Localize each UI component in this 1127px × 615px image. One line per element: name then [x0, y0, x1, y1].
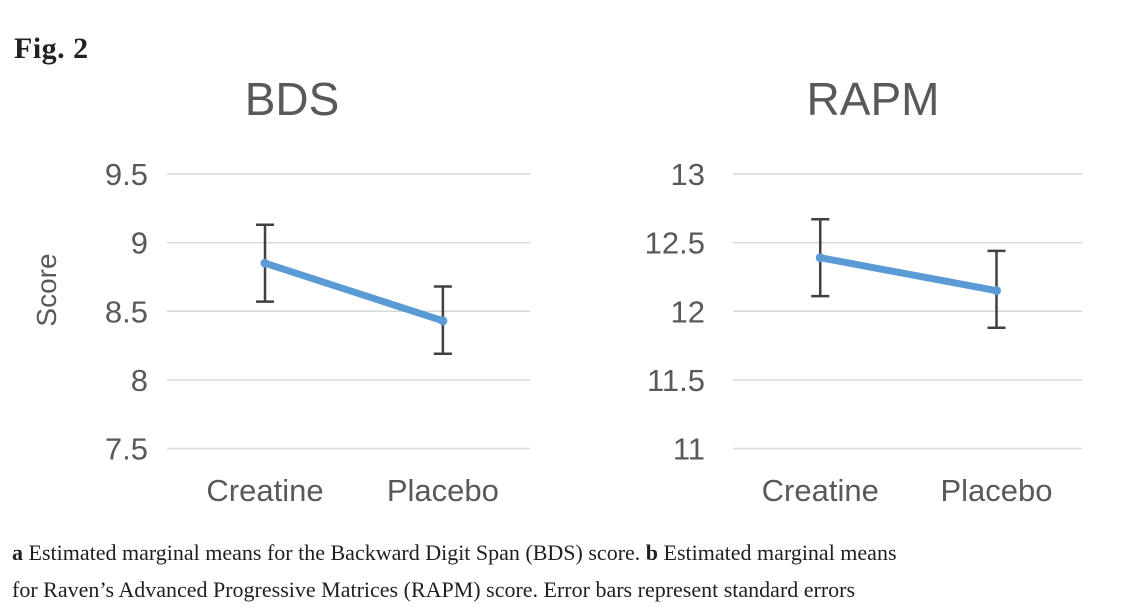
rapm-y-tick-label: 11.5 [647, 363, 705, 398]
bds-y-tick-label: 9 [131, 226, 148, 261]
bds-x-category-label: Creatine [206, 473, 323, 508]
rapm-data-point-placebo [991, 286, 1001, 296]
rapm-x-category-label: Placebo [940, 473, 1052, 508]
rapm-y-tick-label: 11 [673, 432, 705, 467]
rapm-chart-title: RAPM [807, 73, 940, 125]
charts-canvas: 7.5 8 8.5 9 9.5 BDS Score Creatine Placebo 11 11.5… [31, 73, 1082, 508]
rapm-x-category-label: Creatine [762, 473, 879, 508]
bds-y-axis-title: Score [31, 253, 62, 326]
rapm-y-tick-label: 12.5 [645, 226, 705, 261]
figure-caption: a Estimated marginal means for the Backw… [12, 534, 1097, 608]
caption-part-b-label: b [645, 540, 659, 565]
caption-part-b-text-line2: for Raven’s Advanced Progressive Matrice… [12, 577, 856, 602]
rapm-y-tick-label: 13 [671, 157, 705, 192]
caption-part-b-text-line1: Estimated marginal means [658, 540, 897, 565]
bds-y-tick-label: 7.5 [105, 432, 148, 467]
bds-y-tick-label: 8.5 [105, 294, 148, 329]
rapm-series-line [816, 254, 1000, 295]
figure-label: Fig. 2 [14, 32, 89, 65]
caption-part-a-text: Estimated marginal means for the Backwar… [23, 540, 646, 565]
bds-series-line [261, 259, 447, 325]
bds-data-point-creatine [260, 258, 270, 268]
bds-data-point-placebo [438, 316, 448, 326]
bds-y-tick-label: 8 [131, 363, 148, 398]
bds-x-category-label: Placebo [387, 473, 499, 508]
rapm-data-point-creatine [815, 253, 825, 263]
bds-y-tick-label: 9.5 [105, 157, 148, 192]
rapm-y-tick-label: 12 [671, 294, 705, 329]
bds-chart-title: BDS [245, 73, 340, 125]
caption-part-a-label: a [12, 540, 23, 565]
